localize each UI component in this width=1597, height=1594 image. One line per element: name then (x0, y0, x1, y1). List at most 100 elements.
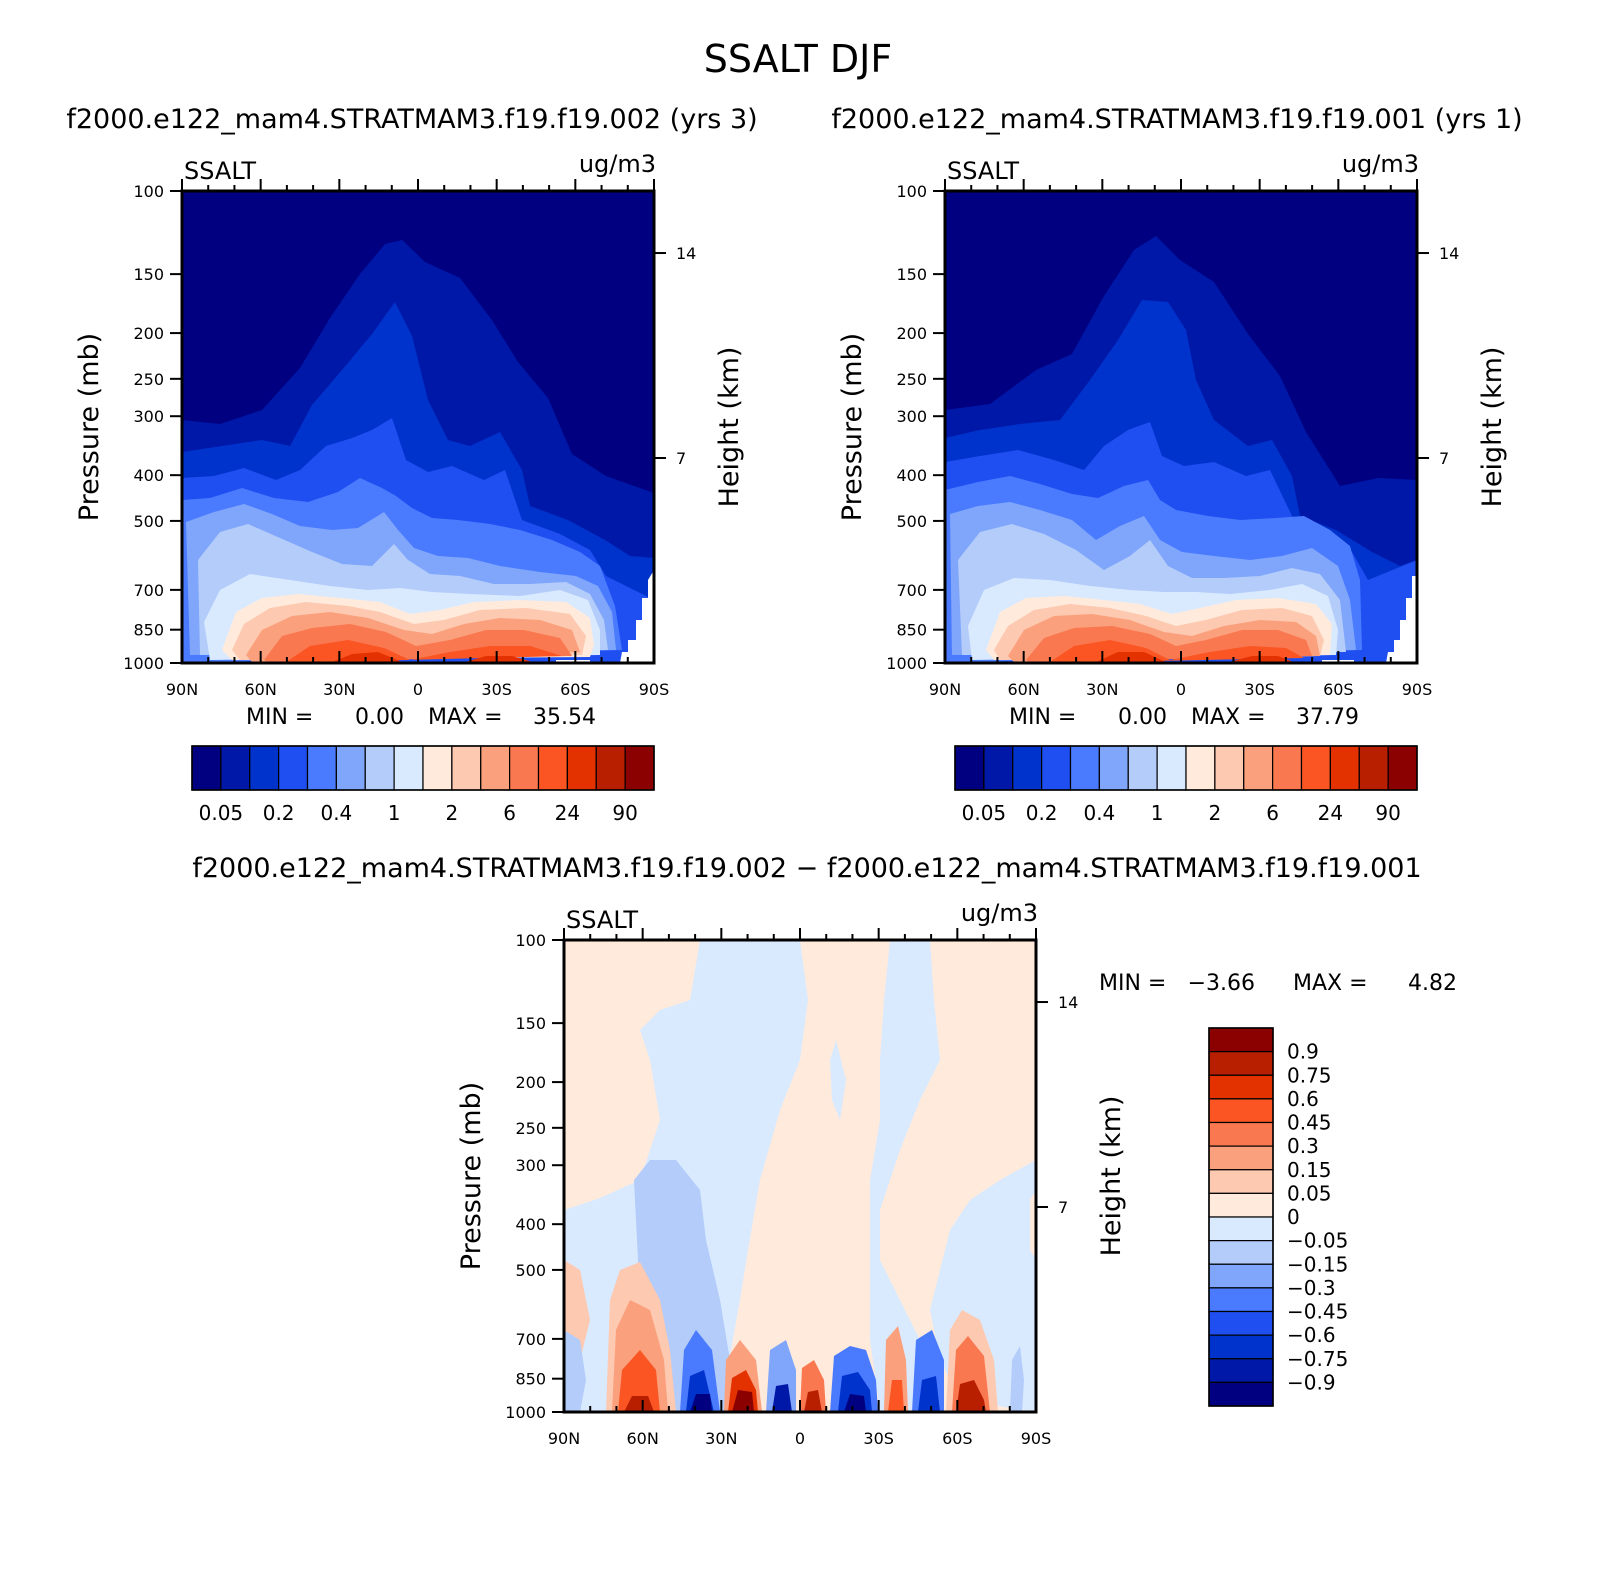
diff-band-neg-small-2 (870, 940, 940, 1412)
colorbar-label: 90 (1375, 801, 1400, 825)
colorbar-label: 0.2 (263, 801, 295, 825)
colorbar-box (1156, 745, 1187, 791)
diff-max-label: MAX = (1293, 971, 1368, 996)
y-tick-label: 850 (133, 621, 164, 640)
colorbar-label: 24 (1318, 801, 1343, 825)
diff-band-pos-35s-2 (888, 1380, 904, 1412)
right-max-value: 37.79 (1296, 705, 1359, 730)
right-contour-field (945, 191, 1417, 663)
y-tick-label: 500 (896, 512, 927, 531)
x-tick-label: 60S (1323, 680, 1354, 699)
colorbar-box (1012, 745, 1043, 791)
y-tick-label: 400 (515, 1215, 546, 1234)
right-colorbar: 0.05 0.2 0.4 1 2 6 24 90 (954, 745, 1418, 825)
colorbar-label: 2 (446, 801, 459, 825)
colorbar-label: 90 (612, 801, 637, 825)
colorbar-box (1069, 745, 1100, 791)
figure-title: SSALT DJF (704, 37, 893, 81)
colorbar-label: 6 (1266, 801, 1279, 825)
colorbar-box (1127, 745, 1158, 791)
y-tick-label: 150 (896, 265, 927, 284)
colorbar-label: −0.45 (1287, 1300, 1348, 1324)
colorbar-box (1208, 1098, 1274, 1124)
colorbar-box (1208, 1027, 1274, 1053)
y-tick-label: 100 (896, 182, 927, 201)
y-tick-label: 500 (133, 512, 164, 531)
colorbar-label: −0.3 (1287, 1276, 1336, 1300)
colorbar-box (1208, 1310, 1274, 1336)
right-panel-title: f2000.e122_mam4.STRATMAM3.f19.f19.001 (y… (831, 104, 1522, 135)
y-tick-label: 200 (515, 1073, 546, 1092)
colorbar-label: 0.15 (1287, 1158, 1332, 1182)
left-min-value: 0.00 (355, 705, 404, 730)
colorbar-box (364, 745, 395, 791)
x-tick-label: 90N (929, 680, 961, 699)
colorbar-box (1208, 1334, 1274, 1360)
diff-y-axis-label: Pressure (mb) (456, 1082, 487, 1270)
colorbar-label: 0.3 (1287, 1134, 1319, 1158)
colorbar-label: 6 (503, 801, 516, 825)
y-tick-label: 400 (133, 466, 164, 485)
y-tick-label: 700 (515, 1330, 546, 1349)
x-tick-label: 30N (1086, 680, 1118, 699)
right-y-tick-labels: 100 150 200 250 300 400 500 700 850 1000 (886, 182, 927, 673)
colorbar-frame (1208, 1027, 1274, 1407)
missing-data-region (556, 570, 654, 663)
colorbar-box (1208, 1216, 1274, 1242)
colorbar-label: −0.9 (1287, 1370, 1336, 1394)
left-x-tick-labels: 90N 60N 30N 0 30S 60S 90S (166, 680, 669, 699)
colorbar-box (306, 745, 337, 791)
x-tick-label: 90N (548, 1429, 580, 1448)
x-tick-label: 30S (1244, 680, 1275, 699)
colorbar-box (624, 745, 655, 791)
diff-band-neg-small-4 (830, 1040, 846, 1120)
x-tick-label: 30S (481, 680, 512, 699)
y-tick-label: 1000 (123, 654, 164, 673)
y-tick-label: 250 (515, 1119, 546, 1138)
colorbar-box (422, 745, 453, 791)
left-contour-field (182, 191, 654, 663)
left-y2-axis-label: Height (km) (714, 347, 745, 508)
colorbar-label: −0.75 (1287, 1347, 1348, 1371)
left-panel-title: f2000.e122_mam4.STRATMAM3.f19.f19.002 (y… (66, 104, 757, 135)
left-units-label: ug/m3 (579, 150, 656, 178)
colorbar-label: 0 (1287, 1205, 1300, 1229)
x-tick-label: 90S (1021, 1429, 1052, 1448)
y-tick-label: 200 (133, 324, 164, 343)
panel-diff: 90N 60N 30N 0 30S 60S 90S 100 150 200 250 300 400 50… (456, 899, 1457, 1448)
y-tick-label: 500 (515, 1261, 546, 1280)
diff-min-value: −3.66 (1188, 971, 1255, 996)
left-y-axis-label: Pressure (mb) (74, 333, 105, 521)
colorbar-box (335, 745, 366, 791)
colorbar-box (249, 745, 280, 791)
left-y-tick-labels: 100 150 200 250 300 400 500 700 850 1000 (123, 182, 164, 673)
colorbar-label: −0.15 (1287, 1252, 1348, 1276)
diff-band-pos-60s-3 (956, 1380, 986, 1412)
panel-right: 90N 60N 30N 0 30S 60S 90S 100 150 200 250 300 400 50… (837, 150, 1508, 825)
y2-tick-label: 7 (1058, 1198, 1068, 1217)
contour-band-48 (330, 652, 536, 663)
y-tick-label: 150 (133, 265, 164, 284)
left-ticks (170, 179, 666, 664)
y-tick-label: 250 (896, 370, 927, 389)
x-tick-label: 90S (639, 680, 670, 699)
colorbar-box (1098, 745, 1129, 791)
colorbar-box (595, 745, 626, 791)
colorbar-label: 0.4 (320, 801, 352, 825)
right-y-axis-label: Pressure (mb) (837, 333, 868, 521)
diff-max-value: 4.82 (1408, 971, 1457, 996)
y-tick-label: 850 (515, 1370, 546, 1389)
right-min-label: MIN = (1009, 705, 1076, 730)
diff-y-tick-labels: 100 150 200 250 300 400 500 700 850 1000 (505, 931, 546, 1422)
colorbar-box (954, 745, 985, 791)
right-ticks (933, 179, 1429, 664)
colorbar-label: 0.9 (1287, 1040, 1319, 1064)
right-min-value: 0.00 (1118, 705, 1167, 730)
colorbar-box (1214, 745, 1245, 791)
x-tick-label: 0 (413, 680, 423, 699)
colorbar-box (1208, 1192, 1274, 1218)
y2-tick-label: 7 (1439, 449, 1449, 468)
x-tick-label: 30N (323, 680, 355, 699)
y-tick-label: 200 (896, 324, 927, 343)
